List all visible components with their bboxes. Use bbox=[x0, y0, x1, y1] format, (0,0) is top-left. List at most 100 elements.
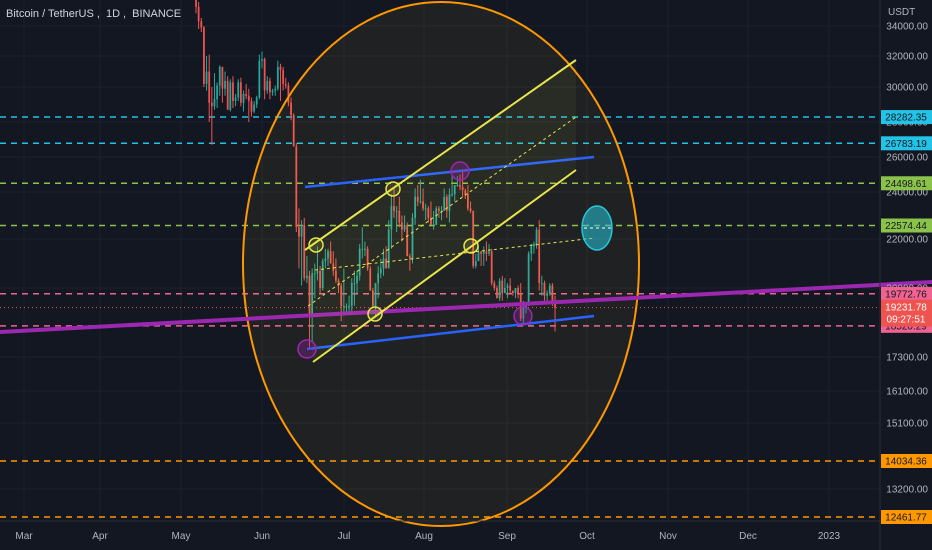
candle-body bbox=[535, 229, 538, 244]
candle-body bbox=[498, 280, 501, 299]
time-axis-label: May bbox=[172, 531, 191, 542]
level-label: 19772.76 bbox=[885, 289, 927, 300]
candle-body bbox=[208, 71, 211, 103]
candle-body bbox=[374, 283, 377, 306]
candle-body bbox=[321, 261, 324, 288]
level-label-box bbox=[881, 176, 932, 191]
candle-body bbox=[411, 217, 414, 259]
level-label: 14034.36 bbox=[885, 457, 927, 468]
candle-body bbox=[390, 206, 393, 230]
candle-body bbox=[197, 6, 200, 22]
candle-body bbox=[237, 82, 240, 98]
candle-body bbox=[218, 66, 221, 86]
candle-body bbox=[213, 99, 216, 107]
level-label-box bbox=[881, 454, 932, 468]
yellow-marker bbox=[385, 181, 401, 197]
level-label-box bbox=[881, 110, 932, 125]
candle-body bbox=[247, 95, 250, 101]
candle-body bbox=[548, 285, 551, 294]
candle-body bbox=[232, 82, 234, 101]
candle-body bbox=[337, 280, 340, 286]
candle-body bbox=[350, 283, 353, 306]
candles bbox=[195, 0, 556, 350]
candle-body bbox=[430, 217, 432, 225]
purple-trendline bbox=[0, 280, 932, 334]
candle-body bbox=[480, 251, 483, 254]
candle-body bbox=[261, 59, 263, 61]
candle-body bbox=[329, 251, 332, 264]
candle-body bbox=[461, 186, 464, 191]
candle-body bbox=[424, 208, 427, 210]
time-axis-label: Nov bbox=[659, 531, 677, 542]
price-axis-label: 17300.00 bbox=[886, 353, 928, 364]
candle-body bbox=[266, 80, 269, 91]
candle-body bbox=[340, 285, 343, 306]
candle-body bbox=[311, 273, 314, 314]
price-axis-label: 32000.00 bbox=[886, 52, 928, 63]
time-axis-label: Jul bbox=[338, 531, 351, 542]
level-label-box bbox=[881, 136, 932, 151]
candle-body bbox=[221, 66, 224, 89]
level-label-box bbox=[881, 510, 932, 524]
candle-body bbox=[525, 305, 527, 307]
candle-body bbox=[200, 21, 203, 28]
candle-body bbox=[437, 208, 440, 211]
candle-body bbox=[490, 251, 493, 284]
candle-body bbox=[485, 251, 488, 254]
candle-body bbox=[527, 253, 530, 306]
candle-body bbox=[398, 210, 401, 223]
price-axis-label: 22000.00 bbox=[886, 235, 928, 246]
level-label: 28282.35 bbox=[885, 113, 927, 124]
candle-body bbox=[242, 94, 245, 103]
level-label: 12461.77 bbox=[885, 513, 927, 524]
level-label-box bbox=[881, 218, 932, 233]
candle-body bbox=[501, 280, 504, 294]
price-axis-label: 16100.00 bbox=[886, 387, 928, 398]
interval[interactable]: 1D bbox=[105, 8, 121, 20]
candle-body bbox=[361, 248, 364, 250]
candle-body bbox=[443, 196, 446, 211]
candle-body bbox=[300, 224, 303, 237]
candle-body bbox=[395, 210, 398, 212]
candle-body bbox=[234, 97, 237, 101]
candle-body bbox=[451, 194, 453, 196]
level-label: 26783.19 bbox=[885, 139, 927, 150]
candle-body bbox=[538, 229, 541, 284]
candle-body bbox=[445, 196, 448, 211]
yellow-dotted-line bbox=[314, 237, 596, 271]
level-label: 22574.44 bbox=[885, 221, 927, 232]
yellow-marker bbox=[367, 306, 383, 322]
candle-body bbox=[313, 273, 316, 275]
time-axis-label: Apr bbox=[92, 531, 108, 542]
candle-body bbox=[401, 222, 403, 230]
current-price-label: 19231.78 bbox=[885, 303, 927, 314]
drawings bbox=[0, 1, 932, 527]
candle-body bbox=[414, 196, 417, 218]
candle-body bbox=[358, 248, 361, 276]
candle-body bbox=[546, 293, 549, 296]
candle-body bbox=[356, 275, 358, 284]
orange-ellipse bbox=[242, 1, 640, 527]
candle-body bbox=[366, 248, 369, 269]
blue-channel-bottom bbox=[306, 314, 595, 351]
symbol-name[interactable]: Bitcoin / TetherUS bbox=[6, 8, 94, 20]
price-axis-label: 34000.00 bbox=[886, 22, 928, 33]
time-axis-label: Aug bbox=[415, 531, 433, 542]
candle-body bbox=[250, 101, 253, 112]
candle-body bbox=[258, 60, 261, 98]
yellow-marker bbox=[463, 238, 479, 254]
yellow-channel-top bbox=[304, 59, 577, 251]
candle-body bbox=[239, 82, 242, 103]
yellow-channel-bottom bbox=[312, 169, 577, 363]
candle-body bbox=[551, 285, 554, 304]
candle-body bbox=[298, 227, 300, 237]
yellow-channel-mid bbox=[307, 116, 577, 307]
countdown-label: 09:27:51 bbox=[887, 315, 926, 326]
candle-body bbox=[353, 283, 356, 285]
time-axis-label: Mar bbox=[15, 531, 33, 542]
candle-body bbox=[517, 288, 519, 294]
candle-body bbox=[195, 0, 197, 7]
candle-body bbox=[503, 288, 506, 294]
purple-marker bbox=[450, 161, 470, 181]
